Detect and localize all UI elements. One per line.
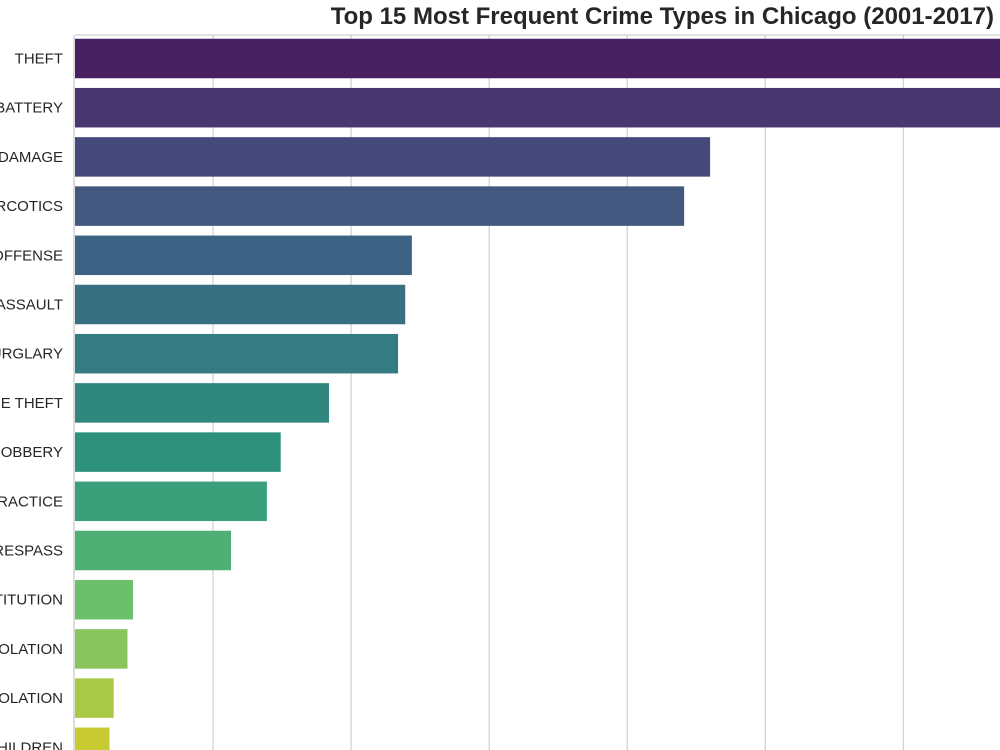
y-tick-label: DAMAGE: [0, 149, 63, 166]
bar: [75, 38, 1000, 79]
y-tick-label: THEFT: [15, 51, 63, 68]
bar: [75, 678, 114, 718]
y-tick-label: RCOTICS: [0, 198, 63, 215]
bar: [75, 579, 133, 620]
y-tick-label: ROBBERY: [0, 444, 63, 461]
y-tick-label: OFFENSE: [0, 247, 63, 264]
bar: [75, 137, 711, 177]
y-tick-label: OLATION: [0, 641, 63, 658]
bar: [75, 629, 128, 669]
bar: [75, 481, 267, 522]
bar: [75, 432, 281, 472]
y-tick-label: HILDREN: [0, 739, 63, 750]
bar: [75, 333, 399, 374]
y-tick-label: RESPASS: [0, 543, 63, 560]
bar: [75, 383, 330, 423]
y-tick-label: URGLARY: [0, 346, 63, 363]
y-tick-label: BATTERY: [0, 100, 63, 117]
y-tick-label: E THEFT: [1, 395, 63, 412]
bar: [75, 727, 110, 750]
bar: [75, 186, 685, 226]
bar: [75, 530, 232, 571]
y-tick-label: RACTICE: [0, 493, 63, 510]
bar: [75, 235, 412, 276]
bar: [75, 284, 406, 325]
y-tick-label: OLATION: [0, 690, 63, 707]
y-tick-label: ASSAULT: [0, 297, 63, 314]
y-tick-labels: THEFT BATTERY DAMAGE RCOTICS OFFENSE ASSAULT U…: [0, 51, 63, 750]
bar-series: [75, 38, 1000, 750]
y-tick-label: TITUTION: [0, 592, 63, 609]
chart-title: Top 15 Most Frequent Crime Types in Chic…: [330, 3, 994, 30]
bar: [75, 87, 1000, 128]
